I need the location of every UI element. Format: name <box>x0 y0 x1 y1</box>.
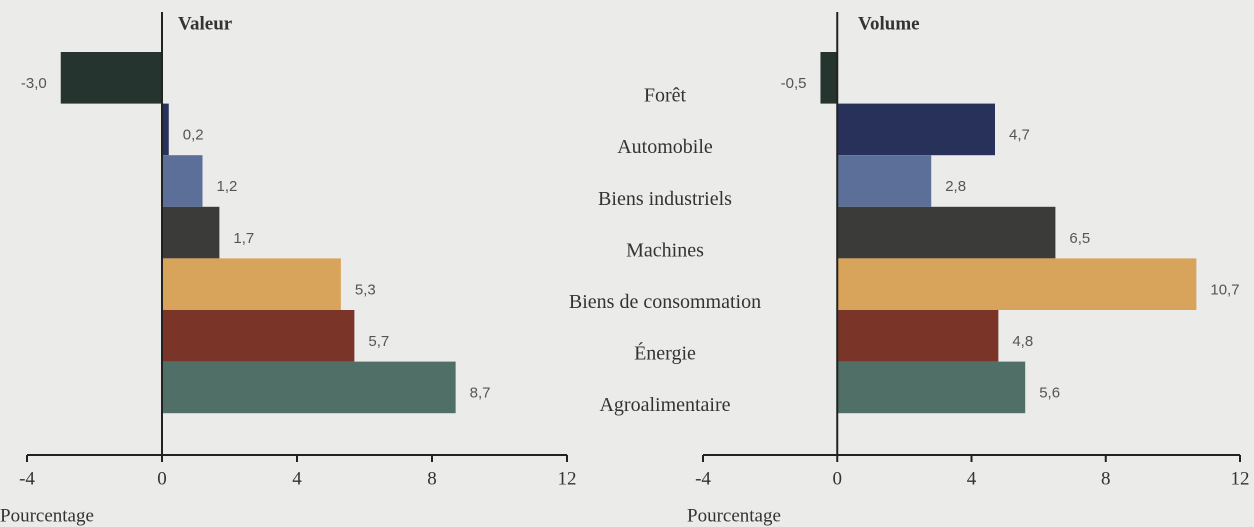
x-tick-label: 0 <box>833 468 843 489</box>
category-label: Automobile <box>617 136 713 158</box>
bar <box>162 310 355 362</box>
bar <box>837 206 1056 259</box>
category-label: Forêt <box>644 85 687 107</box>
bar <box>837 361 1026 414</box>
value-label: 4,7 <box>1009 127 1030 144</box>
category-label: Biens industriels <box>598 188 732 210</box>
bar <box>820 52 838 104</box>
bar <box>837 310 999 362</box>
value-label: 10,7 <box>1210 281 1239 298</box>
value-label: 8,7 <box>470 385 491 402</box>
bar <box>162 206 220 259</box>
bar <box>837 103 995 156</box>
bar <box>837 155 932 207</box>
value-label: 6,5 <box>1069 230 1090 247</box>
x-tick-label: 0 <box>157 468 167 489</box>
x-tick-label: -4 <box>19 468 35 489</box>
value-label: 5,6 <box>1039 385 1060 402</box>
x-tick-label: 8 <box>1101 468 1111 489</box>
x-tick-label: 12 <box>1231 468 1250 489</box>
value-label: 1,2 <box>217 178 238 195</box>
category-label: Biens de consommation <box>569 291 761 313</box>
bar <box>162 258 341 310</box>
category-label: Agroalimentaire <box>599 394 730 416</box>
value-label: -0,5 <box>781 75 807 92</box>
category-label: Énergie <box>634 342 696 365</box>
category-label: Machines <box>626 239 704 261</box>
bar <box>162 361 456 414</box>
bar <box>60 52 162 104</box>
x-axis-label: Pourcentage <box>0 505 94 526</box>
value-label: 5,7 <box>368 333 389 350</box>
value-label: 0,2 <box>183 127 204 144</box>
bar <box>162 155 203 207</box>
value-label: 1,7 <box>233 230 254 247</box>
x-tick-label: 4 <box>292 468 302 489</box>
chart-title: Valeur <box>178 13 233 34</box>
value-label: 4,8 <box>1012 333 1033 350</box>
bar <box>162 103 169 156</box>
x-tick-label: -4 <box>695 468 711 489</box>
chart-title: Volume <box>858 13 920 34</box>
x-tick-label: 4 <box>967 468 977 489</box>
bar <box>837 258 1197 310</box>
value-label: -3,0 <box>21 75 47 92</box>
x-tick-label: 12 <box>558 468 577 489</box>
x-tick-label: 8 <box>427 468 437 489</box>
x-axis-label: Pourcentage <box>687 505 781 526</box>
value-label: 5,3 <box>355 281 376 298</box>
value-label: 2,8 <box>945 178 966 195</box>
